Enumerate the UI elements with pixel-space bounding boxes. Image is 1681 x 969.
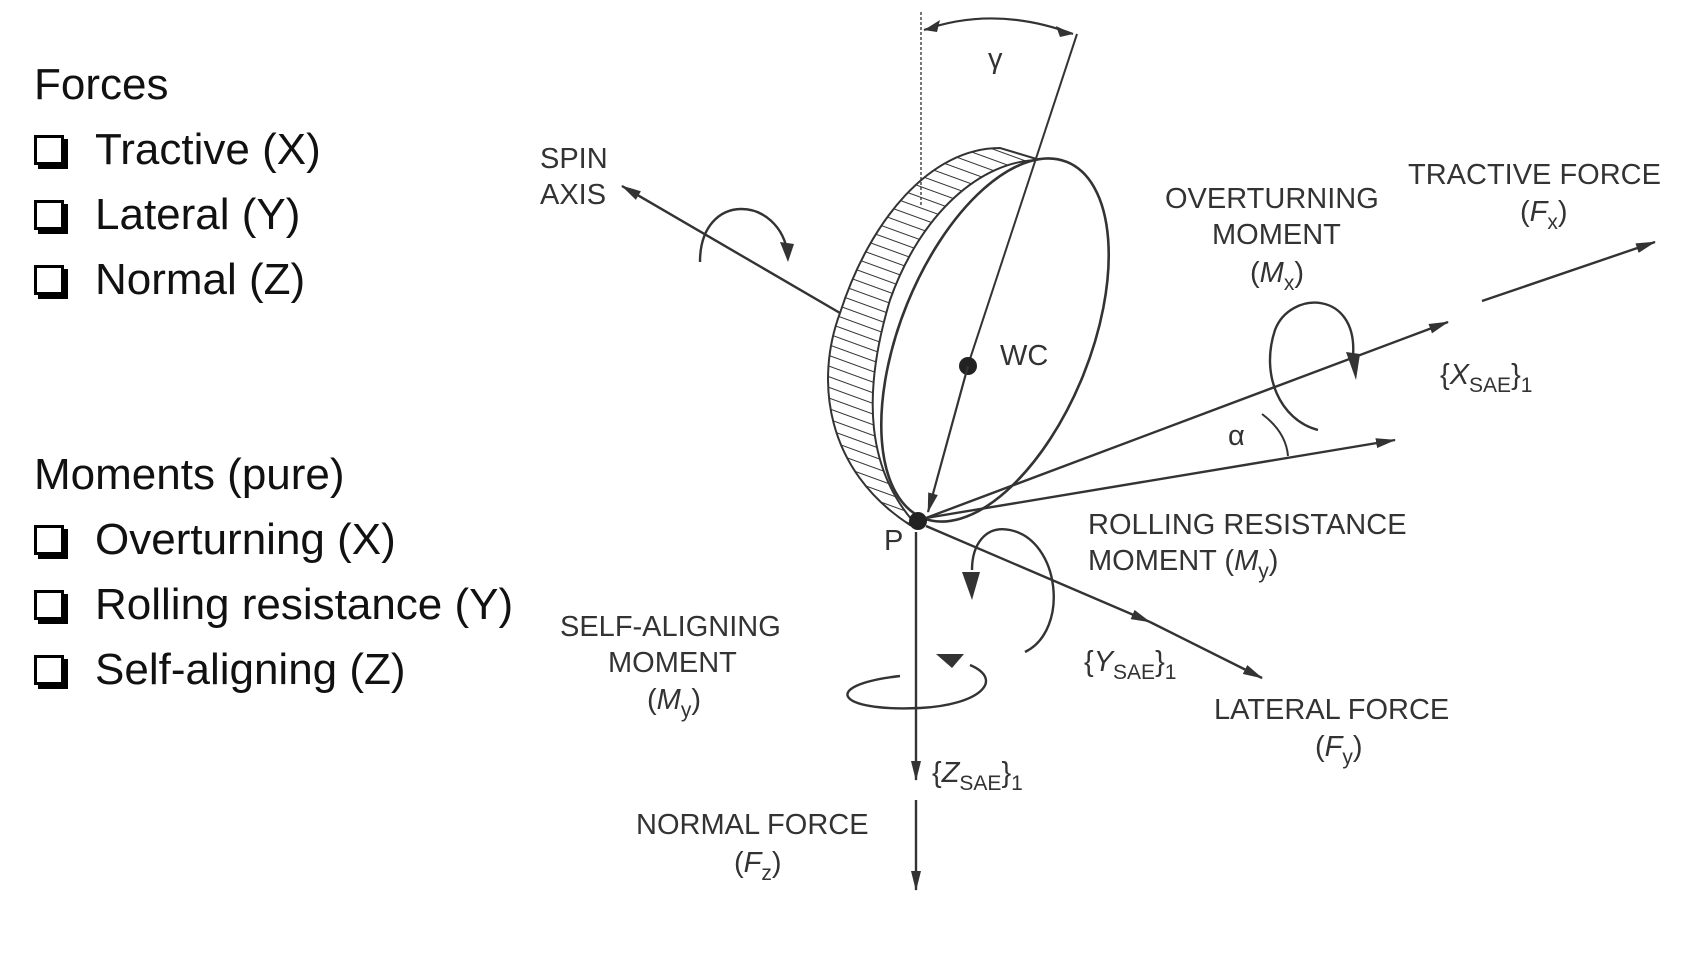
camber-arrow-right (1056, 26, 1073, 37)
spin-rotation-head (780, 242, 794, 262)
z-sae-label: {ZSAE}1 (932, 757, 1023, 795)
lateral-force-symbol: (Fy) (1315, 731, 1363, 769)
lateral-force-label: LATERAL FORCE (1214, 694, 1449, 726)
checkbox-icon (34, 135, 64, 165)
moments-item-label: Self-aligning (Z) (95, 645, 406, 694)
wheel-tread (827, 146, 1041, 527)
spin-axis-line (621, 184, 841, 315)
rolling-resistance-label-line2: MOMENT (My) (1088, 545, 1278, 583)
overturning-moment-arrow (1268, 301, 1355, 432)
rolling-resistance-moment-arrow (970, 528, 1055, 654)
moments-item-label: Rolling resistance (Y) (95, 580, 514, 629)
normal-force-label: NORMAL FORCE (636, 809, 869, 841)
x-sae-axis (925, 320, 1449, 520)
y-sae-label: {YSAE}1 (1084, 646, 1176, 684)
forces-heading: Forces (34, 60, 169, 109)
moments-item-rolling-resistance: Rolling resistance (Y) (34, 583, 513, 627)
contact-point-dot (909, 512, 927, 530)
moments-item-label: Overturning (X) (95, 515, 396, 564)
checkbox-icon (34, 525, 64, 555)
velocity-direction-line (925, 438, 1396, 520)
checkbox-icon (34, 590, 64, 620)
tractive-force-arrow (1481, 240, 1656, 303)
rolling-resistance-label-line1: ROLLING RESISTANCE (1088, 509, 1407, 541)
forces-item-label: Tractive (X) (95, 125, 321, 174)
spin-rotation-arrow (698, 207, 790, 263)
wheel-plane-line (967, 33, 1078, 366)
loaded-radius-arrow (926, 365, 970, 513)
overturning-moment-label-line1: OVERTURNING (1165, 183, 1379, 215)
checkbox-icon (34, 265, 64, 295)
moments-item-self-aligning: Self-aligning (Z) (34, 648, 406, 692)
overturning-moment-head (1346, 352, 1360, 380)
forces-item-normal: Normal (Z) (34, 258, 305, 302)
forces-item-tractive: Tractive (X) (34, 128, 321, 172)
overturning-moment-symbol: (Mx) (1250, 257, 1304, 295)
moments-heading: Moments (pure) (34, 450, 345, 499)
forces-item-lateral: Lateral (Y) (34, 193, 300, 237)
x-sae-label: {XSAE}1 (1440, 359, 1532, 397)
tractive-force-symbol: (Fx) (1520, 196, 1568, 234)
forces-item-label: Normal (Z) (95, 255, 306, 304)
camber-arrow-left (924, 20, 940, 32)
moments-item-overturning: Overturning (X) (34, 518, 396, 562)
contact-point-label: P (884, 525, 903, 557)
spin-axis-label-line1: SPIN (540, 143, 608, 175)
overturning-moment-label-line2: MOMENT (1212, 219, 1341, 251)
alpha-label: α (1228, 420, 1245, 452)
tractive-force-label: TRACTIVE FORCE (1408, 159, 1661, 191)
checkbox-icon (34, 655, 64, 685)
self-aligning-label-line1: SELF-ALIGNING (560, 611, 781, 643)
self-aligning-symbol: (My) (647, 684, 701, 722)
checkbox-icon (34, 200, 64, 230)
gamma-label: γ (988, 43, 1003, 75)
lateral-force-arrow (1149, 620, 1263, 680)
slip-angle-arc (1261, 413, 1289, 457)
rolling-resistance-moment-head (962, 572, 980, 600)
spin-axis-label-line2: AXIS (540, 179, 606, 211)
self-aligning-label-line2: MOMENT (608, 647, 737, 679)
self-aligning-moment-arrow (846, 663, 988, 710)
self-aligning-moment-head (936, 654, 964, 668)
camber-angle-arc (923, 17, 1074, 36)
wheel-center-label: WC (1000, 340, 1048, 372)
normal-force-symbol: (Fz) (734, 847, 782, 885)
forces-item-label: Lateral (Y) (95, 190, 301, 239)
y-sae-axis (925, 524, 1151, 624)
